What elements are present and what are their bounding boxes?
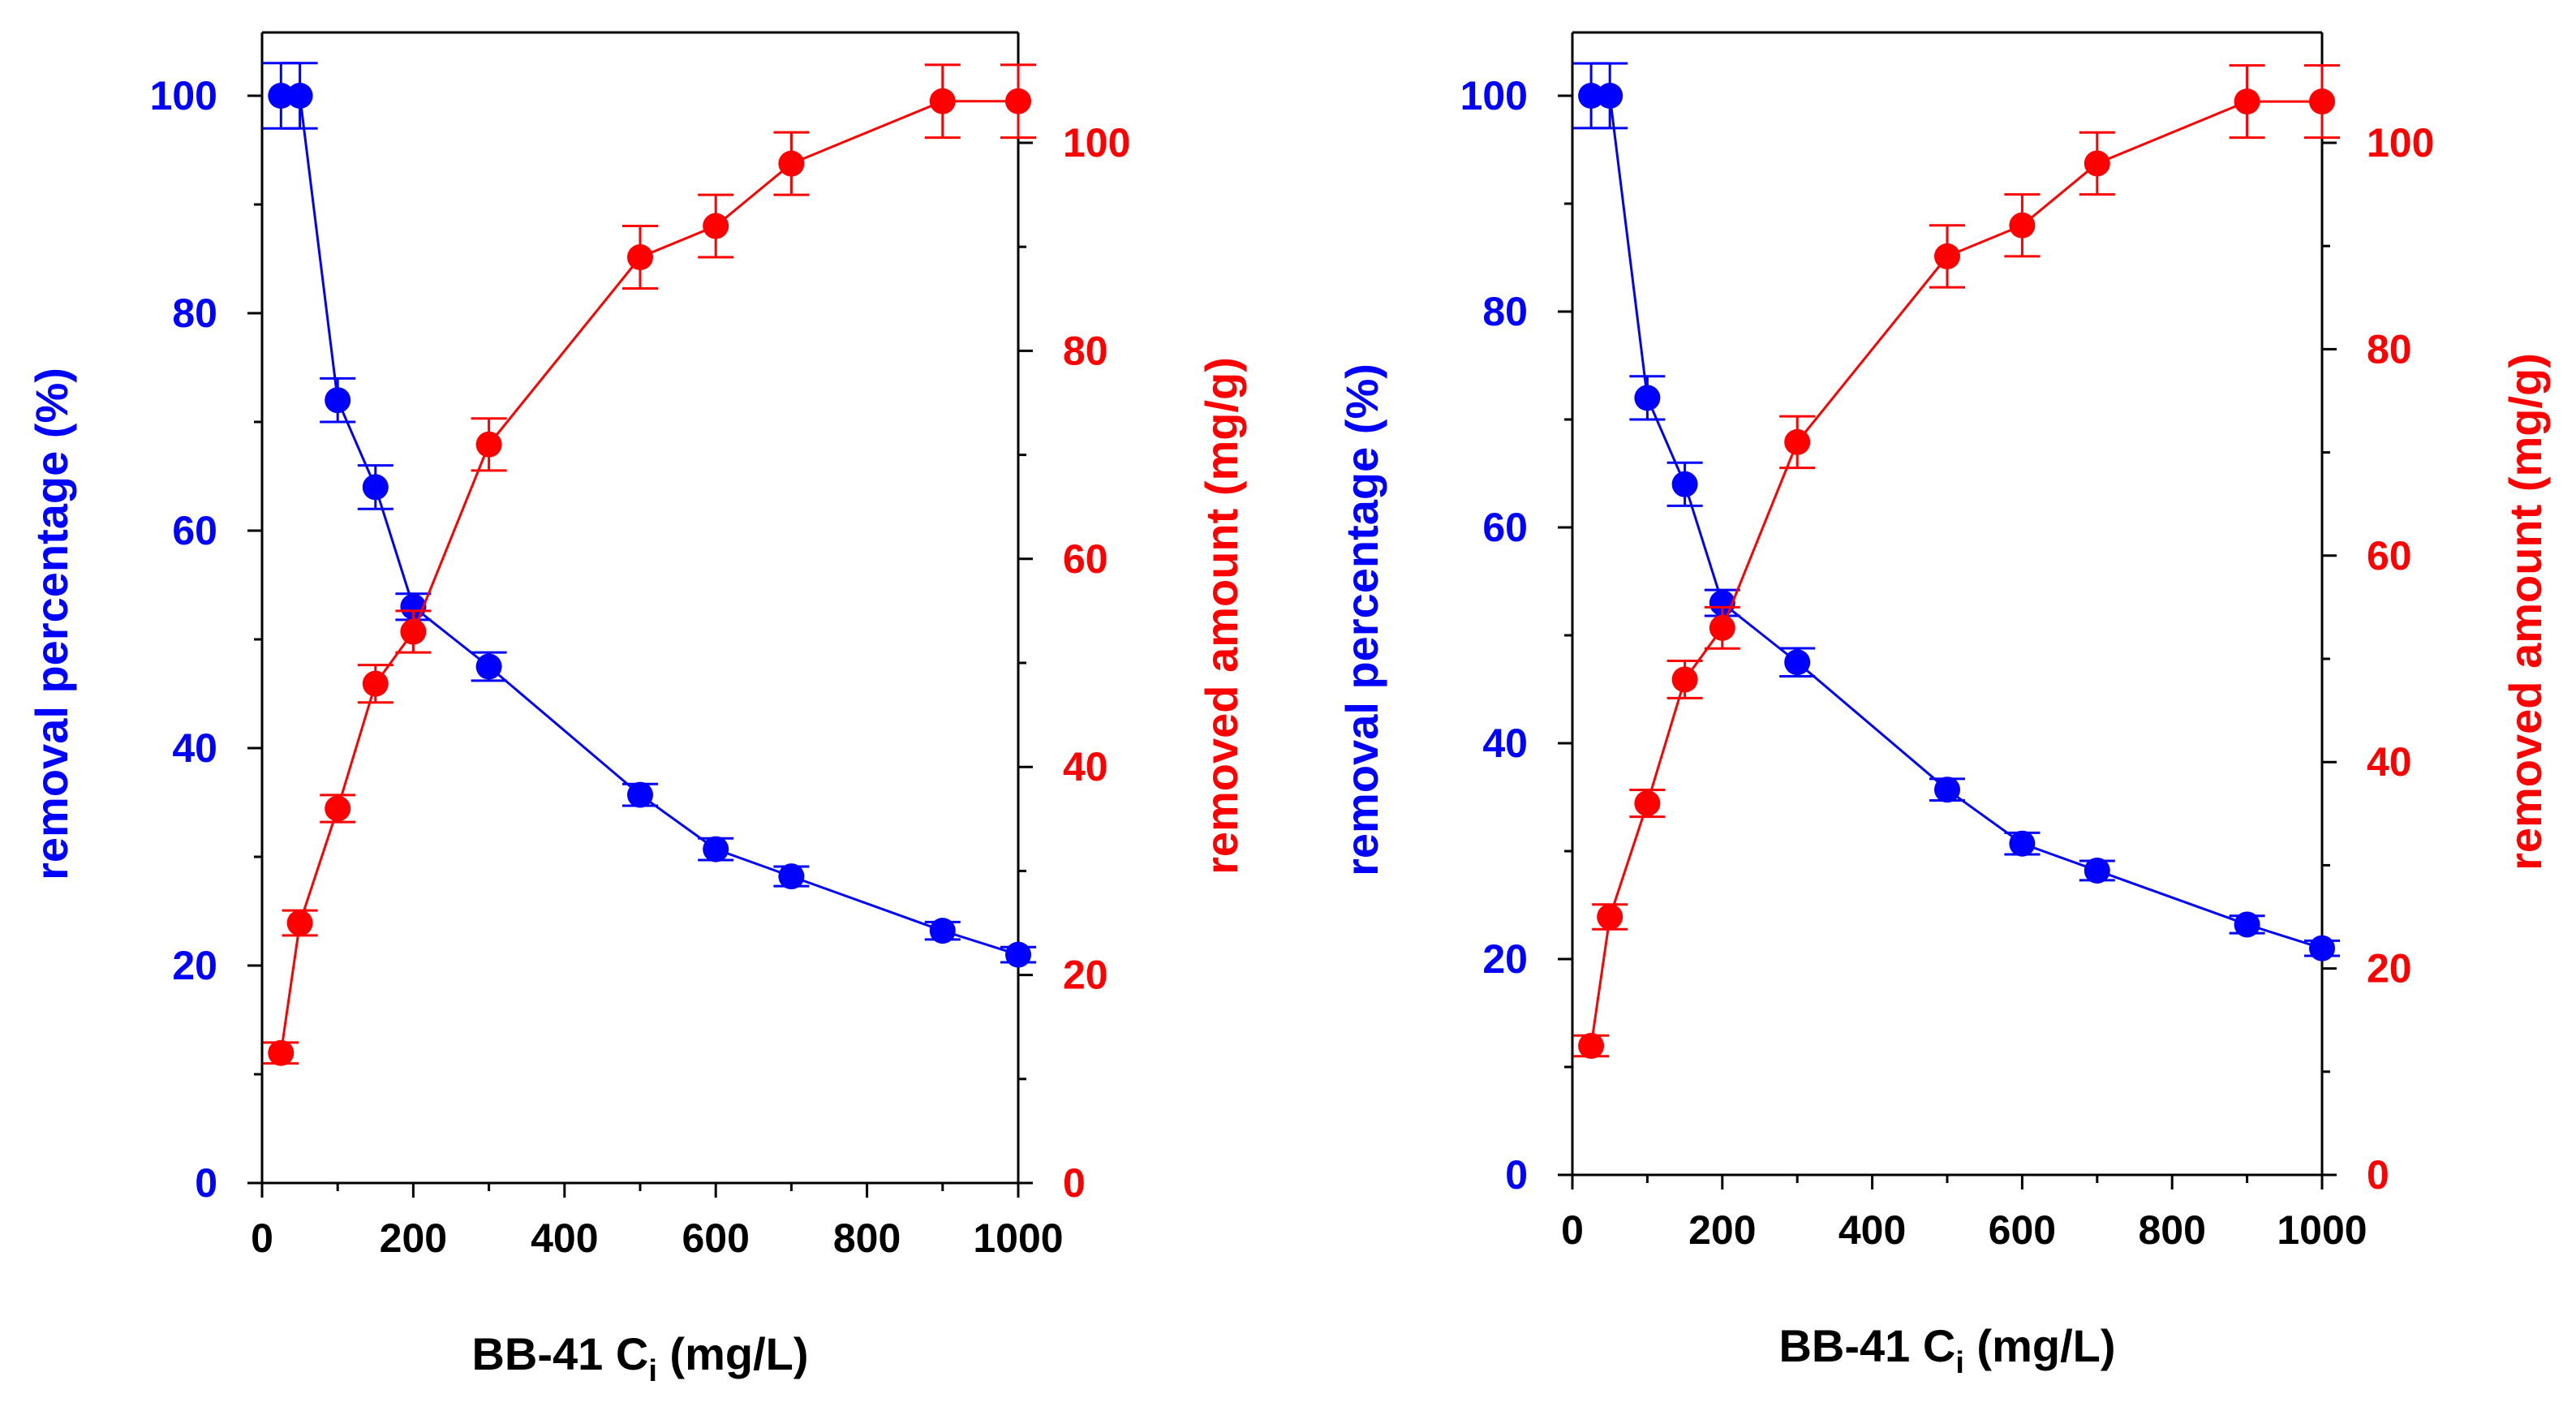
removed-amount-point <box>2234 88 2260 115</box>
removal-percentage-point <box>286 83 313 109</box>
removal-percentage-point <box>703 836 729 863</box>
right-y-tick-label: 60 <box>2367 533 2412 579</box>
removal-percentage-line <box>1591 94 2323 950</box>
removal-percentage-point <box>1934 776 1960 803</box>
x-tick-label: 800 <box>2138 1207 2205 1253</box>
removal-percentage-point <box>1005 941 1031 968</box>
removal-percentage-point <box>627 781 653 808</box>
removal-percentage-point <box>2084 857 2110 884</box>
removed-amount-point <box>1709 614 1735 641</box>
removed-amount-point <box>1634 790 1661 817</box>
removed-amount-point <box>286 910 313 936</box>
right-y-tick-label: 100 <box>1063 120 1130 166</box>
removal-percentage-point <box>2009 830 2036 857</box>
right-y-tick-label: 0 <box>2367 1152 2389 1198</box>
x-tick-label: 1000 <box>973 1215 1063 1261</box>
x-tick-label: 1000 <box>2277 1207 2367 1253</box>
x-tick-label: 800 <box>833 1215 901 1261</box>
x-tick-label: 400 <box>531 1215 598 1261</box>
left-y-tick-label: 80 <box>1482 289 1528 334</box>
removal-percentage-point <box>1671 471 1698 497</box>
right-y-tick-label: 80 <box>1063 328 1108 373</box>
removed-amount-point <box>268 1039 295 1066</box>
left-y-tick-label: 0 <box>195 1160 217 1206</box>
left-y-tick-label: 40 <box>172 725 217 771</box>
removal-percentage-point <box>1578 83 1605 109</box>
left-y-tick-label: 40 <box>1482 721 1528 766</box>
right-y-tick-label: 40 <box>1063 744 1108 789</box>
removed-amount-point <box>2009 212 2036 239</box>
left-y-tick-label: 60 <box>172 508 217 553</box>
x-tick-label: 400 <box>1838 1207 1906 1253</box>
removed-amount-point <box>1934 243 1960 269</box>
chart-panel-2: 0 200 400 600 800 100002040608010002040608010… <box>1336 31 2551 1380</box>
removed-amount-point <box>475 431 502 458</box>
chart-panel-1: 0 200 400 600 800 100002040608010002040608010… <box>26 31 1247 1388</box>
x-tick-label: 0 <box>1561 1207 1584 1253</box>
removal-percentage-point <box>929 918 956 944</box>
removal-percentage-point <box>475 653 502 680</box>
right-y-axis-title: removed amount (mg/g) <box>1196 357 1247 875</box>
right-y-tick-label: 20 <box>2367 946 2412 992</box>
removal-percentage-point <box>778 863 805 890</box>
removal-percentage-point <box>2309 935 2335 961</box>
left-y-tick-label: 80 <box>172 290 217 336</box>
removed-amount-point <box>1578 1033 1605 1059</box>
removed-amount-point <box>1671 666 1698 693</box>
right-y-tick-label: 100 <box>2367 120 2434 166</box>
x-axis-title: BB-41 Ci (mg/L) <box>471 1328 808 1388</box>
removed-amount-line <box>279 100 1018 1053</box>
left-y-tick-label: 20 <box>172 943 217 988</box>
x-tick-label: 600 <box>1989 1207 2056 1253</box>
removed-amount-point <box>778 150 805 177</box>
removal-percentage-point <box>1597 83 1623 109</box>
removed-amount-point <box>2084 150 2110 177</box>
right-y-tick-label: 40 <box>2367 739 2412 785</box>
removal-percentage-line <box>281 94 1019 957</box>
removed-amount-point <box>362 670 389 697</box>
x-tick-label: 0 <box>251 1215 273 1261</box>
x-tick-label: 600 <box>682 1215 749 1261</box>
removed-amount-point <box>325 795 351 822</box>
x-axis-title: BB-41 Ci (mg/L) <box>1778 1320 2115 1380</box>
removal-percentage-point <box>2234 911 2260 938</box>
removal-percentage-point <box>325 387 351 414</box>
removed-amount-line <box>1589 100 2322 1047</box>
left-y-tick-label: 60 <box>1482 505 1528 550</box>
removal-percentage-point <box>268 83 295 109</box>
removal-percentage-point <box>1634 385 1661 411</box>
right-y-tick-label: 20 <box>1063 953 1108 998</box>
removed-amount-point <box>1597 904 1623 930</box>
left-y-tick-label: 100 <box>150 73 217 118</box>
right-y-tick-label: 60 <box>1063 536 1108 582</box>
right-y-tick-label: 80 <box>2367 326 2412 372</box>
right-y-axis-title: removed amount (mg/g) <box>2500 353 2551 871</box>
removed-amount-point <box>1784 428 1811 455</box>
left-y-tick-label: 0 <box>1505 1152 1528 1198</box>
x-tick-label: 200 <box>1688 1207 1756 1253</box>
removed-amount-point <box>703 213 729 239</box>
removed-amount-point <box>2309 88 2335 115</box>
left-y-tick-label: 20 <box>1482 936 1528 982</box>
left-y-tick-label: 100 <box>1460 73 1528 118</box>
removed-amount-point <box>929 88 956 114</box>
left-y-axis-title: removal percentage (%) <box>26 368 77 880</box>
removal-percentage-point <box>362 474 389 501</box>
removed-amount-point <box>400 618 427 645</box>
left-y-axis-title: removal percentage (%) <box>1336 364 1387 876</box>
right-y-tick-label: 0 <box>1063 1160 1086 1206</box>
x-tick-label: 200 <box>380 1215 447 1261</box>
removal-percentage-point <box>1784 649 1811 676</box>
removed-amount-point <box>1005 88 1031 114</box>
removed-amount-point <box>627 244 653 271</box>
